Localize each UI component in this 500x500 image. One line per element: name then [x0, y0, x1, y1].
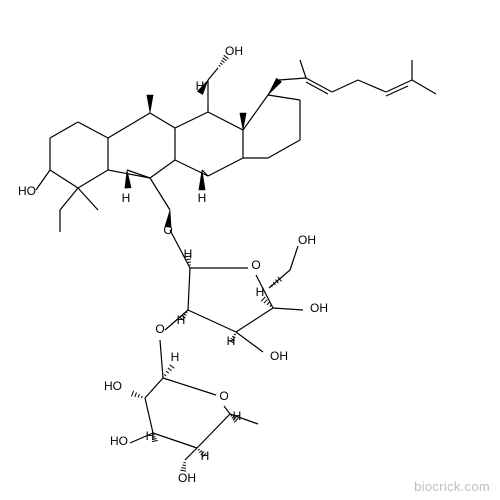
svg-text:H: H	[196, 79, 205, 93]
molecule-diagram: OHHHHHOOOHHHHOHOHOHOHOHHHHOHOOH	[0, 0, 500, 500]
svg-text:H: H	[184, 247, 193, 261]
svg-text:O: O	[163, 223, 172, 237]
svg-text:OH: OH	[270, 349, 288, 363]
svg-text:HO: HO	[104, 379, 122, 393]
svg-text:O: O	[251, 258, 260, 272]
svg-text:H: H	[256, 285, 265, 299]
svg-text:OH: OH	[298, 233, 316, 247]
svg-text:O: O	[219, 389, 228, 403]
svg-text:OH: OH	[310, 301, 328, 315]
svg-text:HO: HO	[110, 434, 128, 448]
svg-text:H: H	[198, 191, 207, 205]
svg-text:H: H	[233, 409, 242, 423]
svg-text:H: H	[171, 350, 180, 364]
svg-text:H: H	[146, 429, 155, 443]
svg-text:OH: OH	[225, 44, 243, 58]
watermark-text: biocrick.com	[414, 479, 490, 494]
svg-text:O: O	[155, 322, 164, 336]
svg-text:OH: OH	[178, 471, 196, 485]
svg-text:H: H	[122, 191, 131, 205]
svg-text:H: H	[227, 334, 236, 348]
svg-text:HO: HO	[18, 184, 36, 198]
svg-text:H: H	[177, 313, 186, 327]
svg-text:H: H	[201, 449, 210, 463]
